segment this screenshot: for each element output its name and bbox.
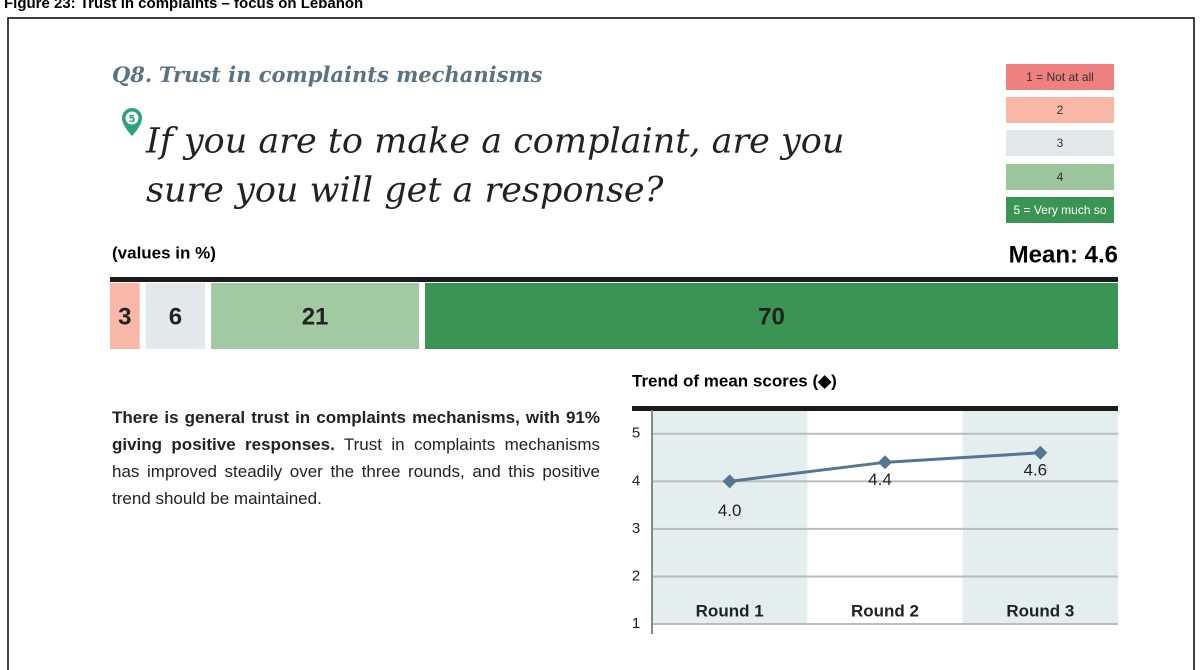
y-tick-label: 1 [632,615,640,632]
figure-caption: Figure 23: Trust in complaints – focus o… [4,0,363,12]
bar-segment [211,283,419,349]
trend-title: Trend of mean scores (◆) [632,371,837,390]
legend-label: 1 = Not at all [1026,70,1094,84]
pin-dot [125,111,139,125]
question-line: If you are to make a complaint, are you [145,122,844,162]
bar-label: 70 [758,303,785,330]
legend-swatch [1006,197,1114,223]
x-tick-label: Round 1 [696,601,764,620]
question-line: sure you will get a response? [146,171,664,211]
legend-swatch [1006,130,1114,156]
y-tick-label: 2 [632,567,640,584]
round-band [962,410,1118,624]
legend-label: 4 [1057,170,1064,184]
y-tick-label: 5 [632,425,640,442]
bar-label: 21 [302,303,329,330]
bar-label: 3 [118,303,131,330]
round-band [652,410,808,624]
legend-label: 5 = Very much so [1013,203,1106,217]
value-label: 4.0 [718,501,742,520]
y-tick-label: 3 [632,520,640,537]
pin-number: 5 [129,114,136,125]
question-topic-text: Trust in complaints mechanisms [159,62,543,87]
x-tick-label: Round 2 [851,601,919,620]
value-label: 4.6 [1024,460,1048,479]
trend-point [722,474,737,489]
chart-top-rule [632,406,1118,411]
trend-point [1033,445,1048,460]
values-note: (values in %) [112,243,216,262]
bar-segment [110,283,140,349]
y-tick-label: 4 [632,472,640,489]
legend-swatch [1006,164,1114,190]
paragraph: There is general trust in complaints mec… [112,404,600,512]
paragraph-text: Trust in complaints mechanisms has impro… [112,435,601,508]
bar-segment [425,283,1118,349]
value-label: 4.4 [868,470,892,489]
bar-segment [145,283,206,349]
trend-point [878,455,892,470]
paragraph-bold: There is general trust in complaints mec… [112,408,600,454]
legend-label: 2 [1057,103,1064,117]
bar-label: 6 [169,303,182,330]
frame [7,17,1195,670]
x-tick-label: Round 3 [1006,601,1074,620]
question-topic: Q8. Trust in complaints mechanisms [112,62,543,87]
bar-rule [110,277,1118,282]
legend-swatch [1006,64,1114,90]
question-number: Q8. [112,62,152,87]
legend-swatch [1006,97,1114,123]
legend-label: 3 [1057,136,1064,150]
mean: Mean: 4.6 [1009,241,1118,268]
